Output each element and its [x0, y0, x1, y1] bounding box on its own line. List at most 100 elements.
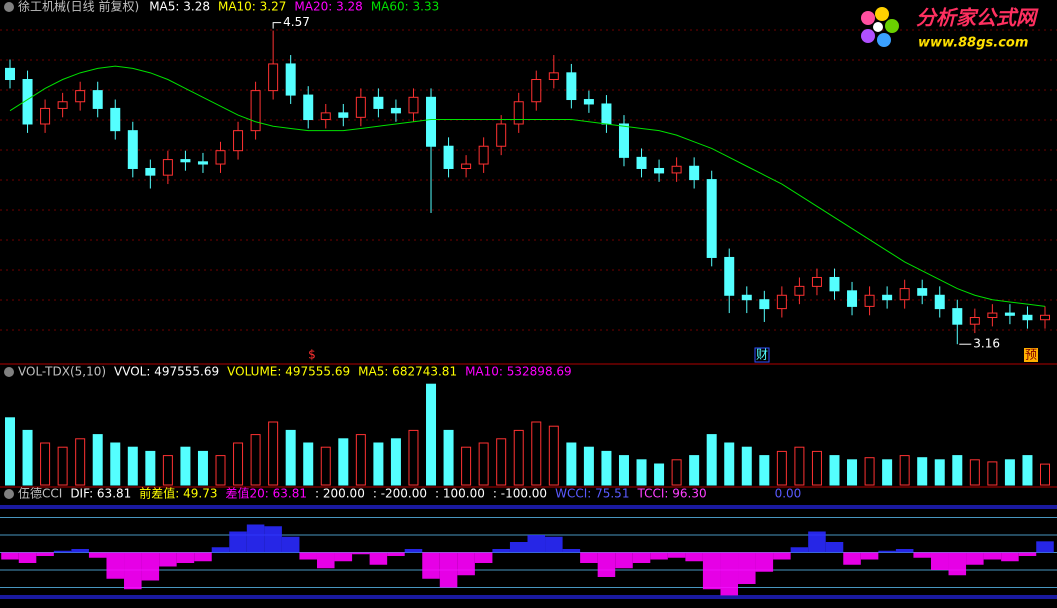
volume-bar — [426, 383, 437, 486]
legend-entry: MA60: 3.33 — [371, 0, 439, 14]
volume-bar — [618, 455, 629, 486]
volume-bar — [268, 421, 279, 486]
candle-body — [847, 290, 858, 307]
candle-body — [110, 107, 121, 132]
cci-bar — [527, 535, 546, 553]
legend-entry: : -200.00 — [373, 487, 427, 501]
candle-body — [496, 123, 507, 147]
volume-bar — [496, 438, 507, 486]
legend-entry: 前差值: 49.73 — [139, 486, 217, 501]
candle-body — [215, 150, 226, 165]
candle-body — [531, 79, 542, 103]
candle-body — [794, 285, 805, 296]
volume-bar — [654, 463, 665, 486]
petal — [861, 29, 875, 43]
candle-body — [75, 90, 86, 103]
event-marker: $ — [308, 348, 316, 362]
candle-body — [899, 288, 910, 301]
volume-bar — [689, 455, 700, 486]
candle-body — [987, 312, 998, 319]
cci-bar — [404, 549, 423, 553]
cci-bar — [1036, 541, 1054, 553]
candle-body — [1004, 312, 1015, 316]
candle-body — [724, 256, 735, 296]
legend-entry: MA5: 682743.81 — [358, 365, 457, 379]
candle-body — [776, 294, 787, 310]
candle-body — [408, 96, 419, 114]
candle-body — [320, 112, 331, 121]
candle-body — [461, 163, 472, 169]
cci-bar — [141, 552, 160, 581]
panel-title: 徐工机械(日线 前复权) — [18, 0, 139, 14]
candle-body — [513, 101, 524, 125]
candle-body — [478, 145, 489, 165]
candle-body — [426, 96, 437, 147]
signal-strip — [0, 595, 1057, 599]
candle-body — [233, 130, 244, 152]
volume-bar — [987, 461, 998, 486]
volume-bar — [215, 455, 226, 486]
volume-bar — [162, 455, 173, 486]
candle-body — [671, 165, 682, 174]
cci-bar — [562, 549, 581, 553]
petal — [877, 33, 891, 47]
candle-body — [689, 165, 700, 181]
volume-bar — [601, 450, 612, 486]
legend-entry: 0.00 — [775, 487, 802, 501]
volume-bar — [566, 442, 577, 486]
cci-bar — [509, 542, 528, 553]
cci-bar — [88, 552, 107, 558]
cci-bar — [316, 552, 335, 569]
volume-bar — [513, 429, 524, 486]
volume-bar — [478, 442, 489, 486]
cci-bar — [702, 552, 721, 590]
volume-bar — [531, 421, 542, 486]
candle-body — [952, 308, 963, 325]
candle-body — [390, 107, 401, 114]
volume-bar — [1022, 455, 1033, 486]
volume-bar — [794, 446, 805, 486]
volume-bar — [759, 455, 770, 486]
cci-bar — [53, 550, 72, 553]
petal — [885, 19, 899, 33]
cci-bar — [597, 552, 616, 577]
candle-body — [57, 101, 68, 109]
volume-bar — [583, 446, 594, 486]
legend-entry: VVOL: 497555.69 — [114, 365, 219, 379]
cci-bar — [720, 552, 739, 596]
cci-bar — [895, 549, 914, 553]
candle-body — [601, 103, 612, 125]
volume-bar — [338, 438, 349, 486]
cci-bar — [106, 552, 125, 579]
cci-bar — [878, 550, 896, 553]
legend-entry: TCCI: 96.30 — [636, 487, 706, 501]
volume-bar — [917, 457, 928, 486]
volume-bar — [127, 446, 138, 486]
candle-body — [40, 107, 51, 125]
volume-bar — [671, 459, 682, 486]
candle-body — [548, 72, 559, 81]
marker-box — [1024, 348, 1038, 362]
candle-body — [741, 294, 752, 301]
cci-bar — [1001, 552, 1019, 562]
candle-body — [566, 72, 577, 101]
volume-bar — [5, 417, 15, 486]
panel-menu-icon — [4, 2, 14, 12]
candle-body — [934, 294, 945, 310]
cci-bar — [387, 552, 405, 556]
legend-entry: : 200.00 — [315, 487, 365, 501]
legend-entry: 差值20: 63.81 — [226, 486, 307, 501]
cci-bar — [334, 552, 353, 562]
cci-bar — [281, 536, 300, 553]
cci-bar — [615, 552, 633, 569]
cci-bar — [755, 552, 774, 572]
candle-body — [162, 159, 173, 176]
candle-body — [5, 67, 15, 81]
candle-body — [1022, 314, 1033, 321]
candle-body — [969, 317, 980, 325]
cci-bar — [545, 536, 563, 553]
volume-bar — [40, 442, 51, 486]
flower-center — [873, 22, 883, 32]
event-marker: 预 — [1025, 348, 1037, 362]
volume-bar — [75, 438, 86, 486]
